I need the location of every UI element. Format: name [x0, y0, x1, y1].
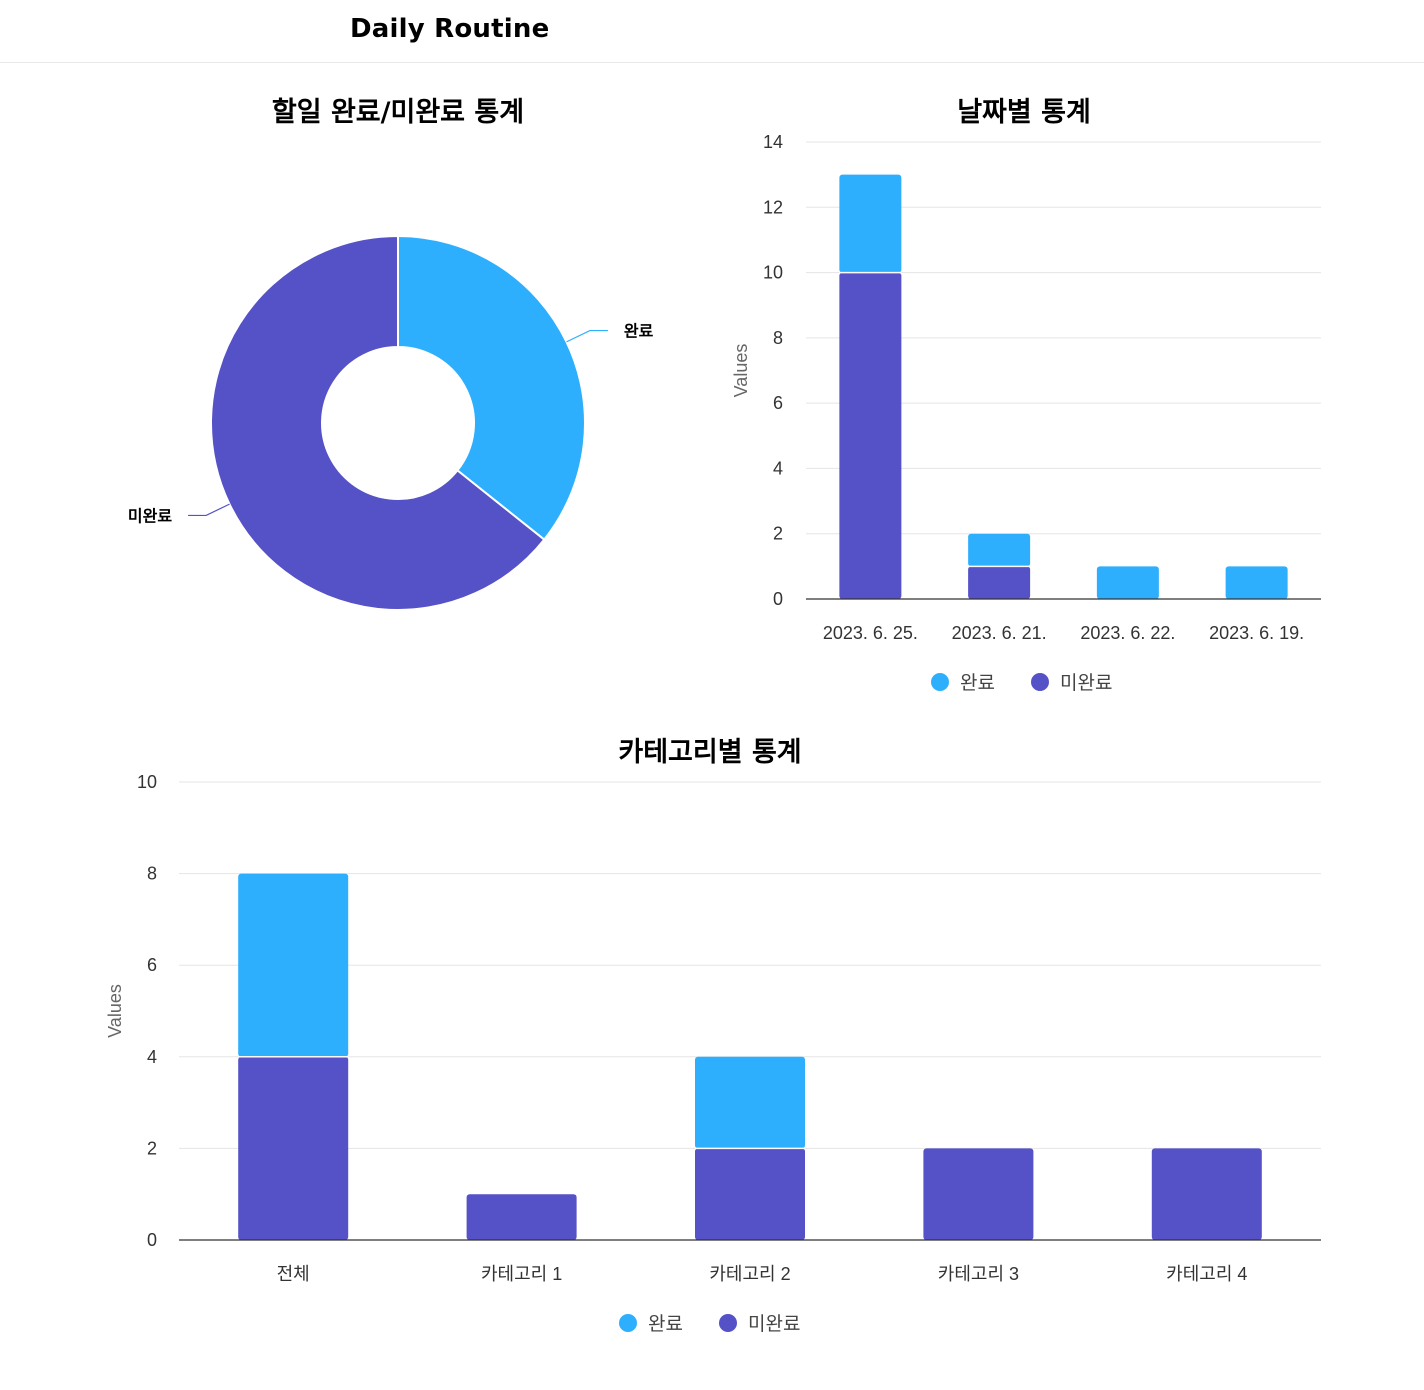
bar-segment: [923, 1148, 1034, 1240]
x-tick-label: 카테고리 1: [481, 1264, 562, 1284]
legend-marker: [719, 1314, 737, 1332]
bar-segment: [968, 533, 1031, 567]
y-tick-label: 10: [763, 263, 783, 283]
donut-slice: [397, 234, 586, 541]
bar-segment: [968, 566, 1031, 599]
legend-marker: [1031, 673, 1049, 691]
legend-marker: [931, 673, 949, 691]
bar-segment: [1225, 566, 1288, 599]
bar-segment: [238, 873, 349, 1057]
app-title: Daily Routine: [350, 14, 550, 44]
donut-slice: [210, 234, 546, 611]
y-tick-label: 0: [147, 1230, 157, 1250]
legend-label: 미완료: [748, 1313, 800, 1335]
x-tick-label: 카테고리 3: [938, 1264, 1019, 1284]
bar-segment: [839, 174, 902, 273]
bar-segment: [695, 1148, 805, 1240]
y-axis-title: Values: [105, 984, 125, 1038]
y-tick-label: 2: [773, 524, 783, 544]
bar-segment: [839, 272, 902, 599]
category-chart-title: 카테고리별 통계: [618, 737, 802, 768]
x-tick-label: 전체: [277, 1264, 310, 1284]
y-tick-label: 6: [773, 393, 783, 413]
donut-leader-line: [566, 329, 608, 343]
donut-chart-title: 할일 완료/미완료 통계: [271, 97, 525, 128]
y-tick-label: 14: [763, 132, 783, 152]
y-tick-label: 4: [147, 1047, 157, 1067]
x-tick-label: 2023. 6. 19.: [1209, 623, 1304, 643]
bar-segment: [695, 1056, 805, 1149]
legend-label: 미완료: [1060, 672, 1112, 694]
bar-segment: [1096, 566, 1159, 599]
y-tick-label: 12: [763, 197, 783, 217]
x-tick-label: 2023. 6. 22.: [1080, 623, 1175, 643]
bar-segment: [1151, 1148, 1262, 1240]
y-tick-label: 8: [147, 864, 157, 884]
app-header: Daily Routine: [0, 0, 1424, 63]
x-tick-label: 2023. 6. 25.: [823, 623, 918, 643]
y-tick-label: 4: [773, 458, 783, 478]
legend-label: 완료: [960, 672, 995, 694]
donut-leader-line: [188, 503, 230, 517]
date-chart-title: 날짜별 통계: [957, 97, 1091, 128]
bar-segment: [466, 1194, 577, 1240]
y-tick-label: 8: [773, 328, 783, 348]
bar-segment: [238, 1056, 349, 1240]
donut-slice-label: 미완료: [128, 507, 172, 525]
legend-label: 완료: [648, 1313, 683, 1335]
x-tick-label: 카테고리 4: [1166, 1264, 1247, 1284]
y-tick-label: 2: [147, 1138, 157, 1158]
donut-slice-label: 완료: [624, 323, 654, 341]
legend-marker: [619, 1314, 637, 1332]
x-tick-label: 카테고리 2: [709, 1264, 790, 1284]
x-tick-label: 2023. 6. 21.: [952, 623, 1047, 643]
y-tick-label: 10: [137, 772, 157, 792]
y-tick-label: 0: [773, 589, 783, 609]
y-tick-label: 6: [147, 955, 157, 975]
y-axis-title: Values: [731, 344, 751, 398]
